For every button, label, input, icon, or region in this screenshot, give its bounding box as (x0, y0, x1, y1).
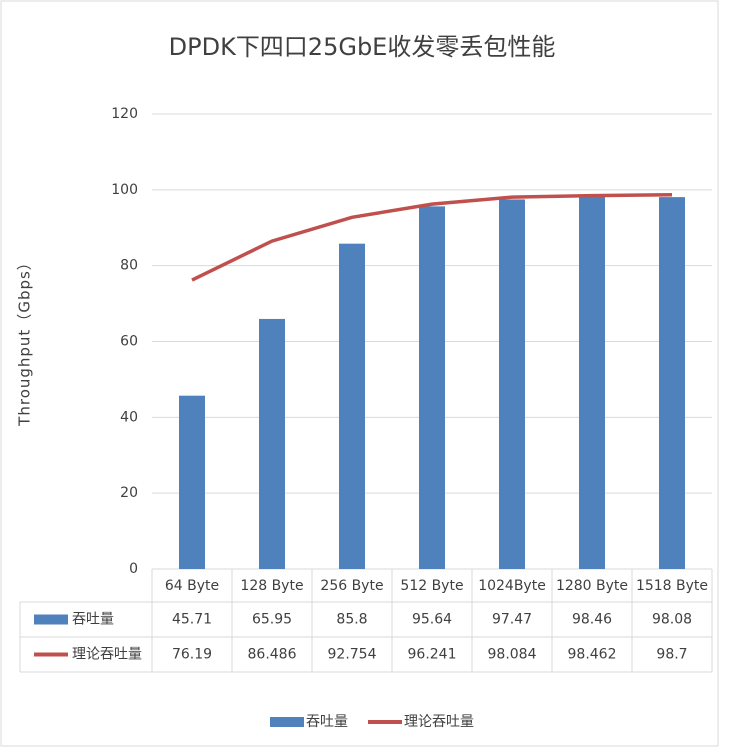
table-row-label: 吞吐量 (72, 612, 114, 628)
x-tick-label: 64 Byte (165, 578, 219, 594)
y-tick-label: 20 (120, 485, 138, 501)
bar (339, 243, 365, 570)
x-tick-label: 128 Byte (240, 578, 303, 594)
legend-key (34, 614, 68, 625)
x-tick-label: 512 Byte (400, 578, 463, 594)
table-cell: 98.462 (568, 647, 617, 663)
x-tick-label: 256 Byte (320, 578, 383, 594)
bar (659, 197, 685, 569)
bar (179, 395, 205, 569)
table-cell: 96.241 (408, 647, 457, 663)
table-cell: 98.08 (652, 612, 692, 628)
table-cell: 85.8 (336, 612, 367, 628)
y-tick-label: 80 (120, 258, 138, 274)
y-tick-label: 60 (120, 334, 138, 350)
y-tick-label: 40 (120, 409, 138, 425)
table-cell: 98.084 (488, 647, 537, 663)
table-cell: 97.47 (492, 612, 532, 628)
x-tick-label: 1518 Byte (636, 578, 708, 594)
chart-title: DPDK下四口25GbE收发零丢包性能 (169, 33, 556, 61)
bar (499, 199, 525, 569)
y-axis-label: Throughput（Gbps） (16, 254, 34, 427)
table-cell: 98.46 (572, 612, 612, 628)
table-cell: 65.95 (252, 612, 292, 628)
table-cell: 86.486 (248, 647, 297, 663)
bar (579, 195, 605, 570)
table-cell: 92.754 (328, 647, 377, 663)
x-tick-label: 1280 Byte (556, 578, 628, 594)
x-tick-label: 1024Byte (478, 578, 546, 594)
table-row-label: 理论吞吐量 (72, 647, 142, 663)
legend-label: 理论吞吐量 (404, 714, 474, 730)
table-cell: 98.7 (656, 647, 687, 663)
line (191, 193, 673, 282)
legend-label: 吞吐量 (306, 714, 348, 730)
y-tick-label: 120 (111, 106, 138, 122)
table-cell: 95.64 (412, 612, 452, 628)
table-cell: 45.71 (172, 612, 212, 628)
y-tick-label: 100 (111, 182, 138, 198)
legend-key (270, 717, 304, 727)
table-cell: 76.19 (172, 647, 212, 663)
y-tick-label: 0 (129, 561, 138, 577)
bar (259, 318, 285, 569)
bar (419, 206, 445, 570)
